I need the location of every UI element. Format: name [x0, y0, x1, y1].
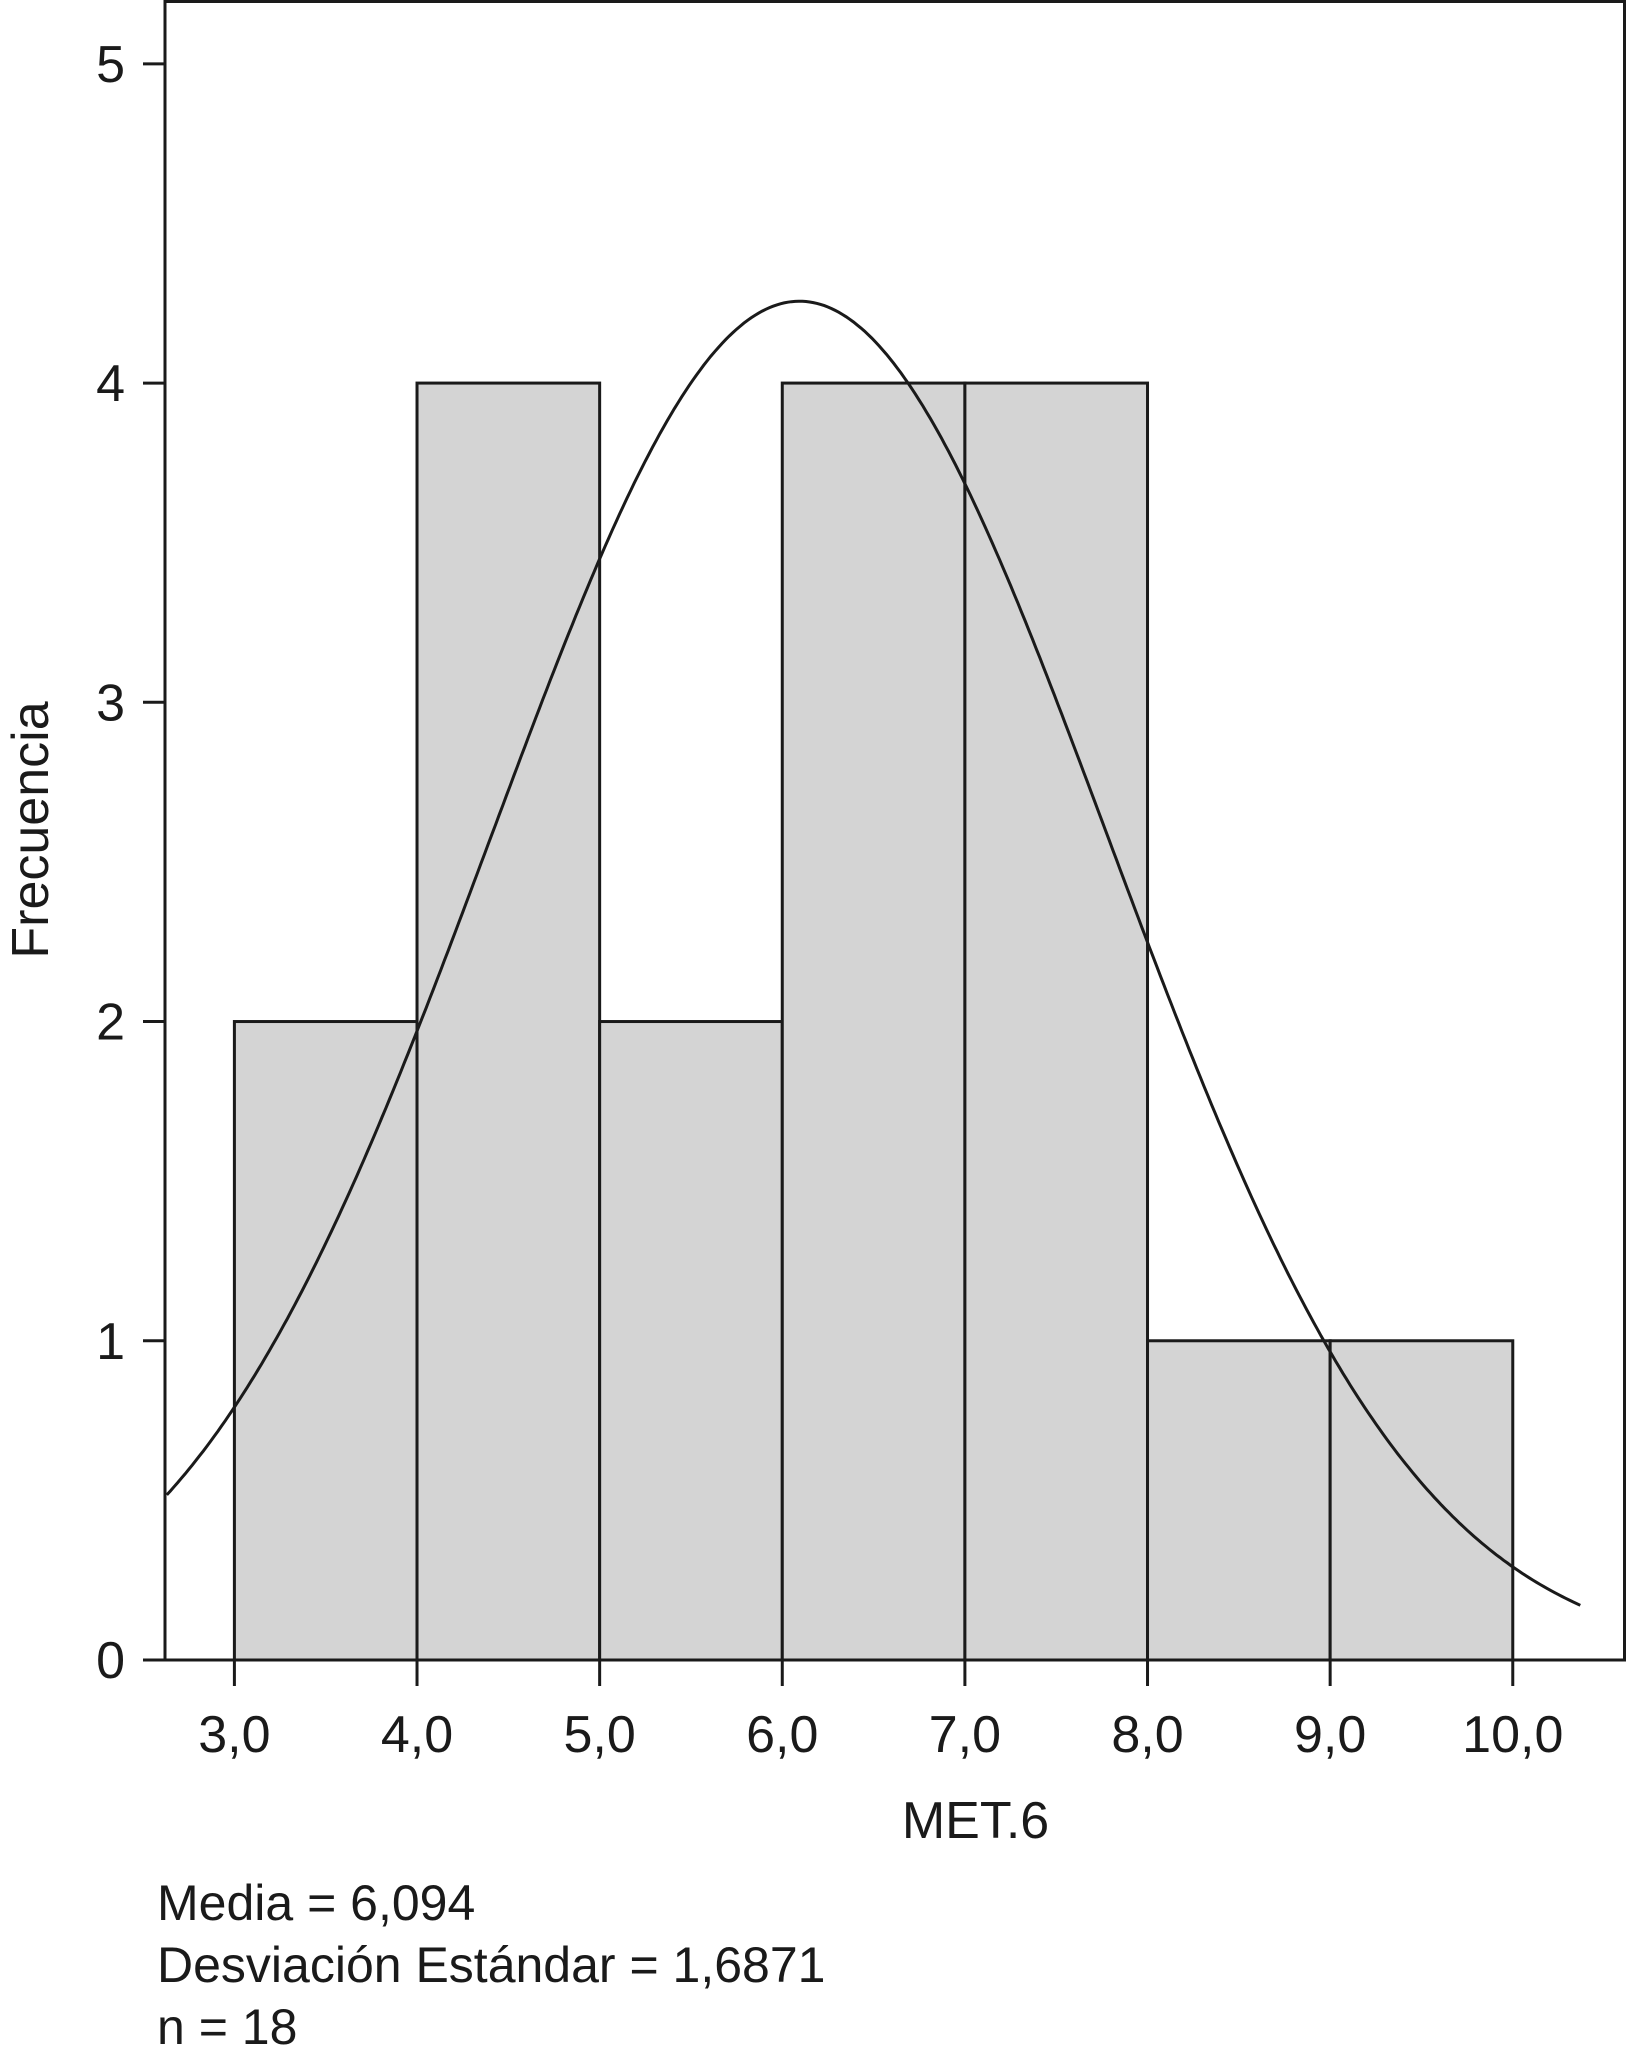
histogram-bar-4 — [780, 381, 967, 1662]
x-tick-label: 7,0 — [929, 1706, 1001, 1764]
histogram-bar-1 — [232, 1020, 419, 1662]
x-tick-label: 5,0 — [563, 1706, 635, 1764]
x-tick-label: 10,0 — [1462, 1706, 1563, 1764]
n-stat: n = 18 — [157, 1999, 297, 2055]
histogram-bar-2 — [415, 381, 602, 1662]
sd-stat: Desviación Estándar = 1,6871 — [157, 1937, 825, 1993]
x-tick-label: 8,0 — [1111, 1706, 1183, 1764]
histogram-bar-5 — [963, 381, 1150, 1662]
x-tick-label: 6,0 — [746, 1706, 818, 1764]
normal-curve — [165, 299, 1581, 1607]
x-tick-label: 4,0 — [381, 1706, 453, 1764]
y-tick-label: 4 — [96, 355, 125, 413]
y-tick-label: 0 — [96, 1632, 125, 1690]
y-tick-label: 5 — [96, 36, 125, 94]
x-axis-label: MET.6 — [902, 1792, 1049, 1850]
stats-annotation: Media = 6,094 Desviación Estándar = 1,68… — [157, 1875, 825, 2055]
plot-frame — [163, 0, 1626, 1662]
y-tick-label: 2 — [96, 994, 125, 1052]
mean-stat: Media = 6,094 — [157, 1875, 475, 1931]
x-axis: 3,0 4,0 5,0 6,0 7,0 8,0 9,0 10,0 — [198, 1660, 1563, 1764]
histogram-bar-7 — [1328, 1339, 1515, 1662]
y-tick-label: 3 — [96, 674, 125, 732]
y-tick-label: 1 — [96, 1313, 125, 1371]
x-tick-label: 9,0 — [1294, 1706, 1366, 1764]
y-axis-label: Frecuencia — [2, 701, 60, 958]
histogram-bars — [232, 381, 1515, 1662]
y-axis: 0 1 2 3 4 5 — [96, 36, 165, 1690]
x-tick-label: 3,0 — [198, 1706, 270, 1764]
histogram-bar-6 — [1146, 1339, 1332, 1662]
histogram-bar-3 — [598, 1020, 784, 1662]
